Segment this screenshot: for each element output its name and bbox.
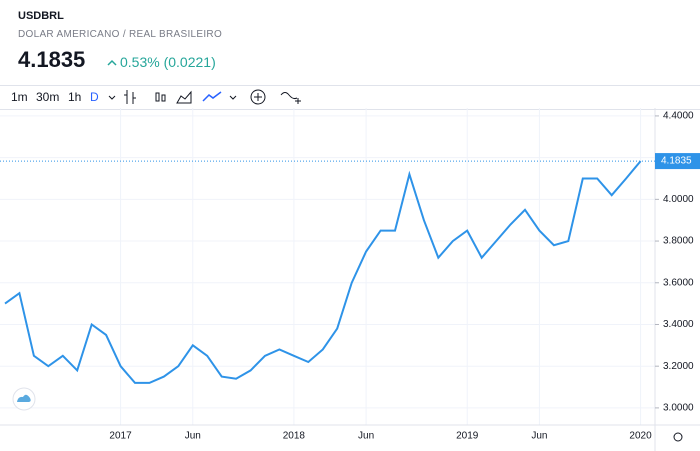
price-line xyxy=(4,160,642,384)
interval-button[interactable]: 1h xyxy=(68,90,82,104)
symbol: USDBRL xyxy=(18,10,64,22)
interval-button[interactable]: 1m xyxy=(11,90,28,104)
last-price: 4.1835 xyxy=(18,47,86,72)
chart: 3.00003.20003.40003.60003.80004.00004.20… xyxy=(0,108,700,451)
interval-button[interactable]: 30m xyxy=(36,90,60,104)
x-tick-label: 2019 xyxy=(456,431,479,442)
y-tick-label: 3.2000 xyxy=(663,361,694,372)
logo-icon xyxy=(17,394,31,402)
change: 0.53% (0.0221) xyxy=(120,54,216,70)
interval-button[interactable]: D xyxy=(90,90,99,104)
toolbar: 1m 30m 1h D xyxy=(0,85,700,110)
last-price-tag xyxy=(655,153,700,170)
y-tick-label: 3.4000 xyxy=(663,319,694,330)
toolbar-icons[interactable] xyxy=(105,86,305,109)
description: DOLAR AMERICANO / REAL BRASILEIRO xyxy=(18,29,223,40)
x-tick-label: Jun xyxy=(185,431,201,442)
last-price-label: 4.1835 xyxy=(661,156,692,167)
y-tick-label: 4.0000 xyxy=(663,194,694,205)
y-tick-label: 3.0000 xyxy=(663,403,694,414)
y-tick-label: 3.8000 xyxy=(663,236,694,247)
x-tick-label: 2017 xyxy=(109,431,132,442)
settings-icon[interactable] xyxy=(673,432,683,442)
x-tick-label: 2018 xyxy=(283,431,306,442)
x-tick-label: Jun xyxy=(358,431,374,442)
y-tick-label: 3.6000 xyxy=(663,277,694,288)
x-tick-label: Jun xyxy=(531,431,547,442)
up-icon xyxy=(107,59,117,66)
x-tick-label: 2020 xyxy=(629,431,652,442)
y-tick-label: 4.4000 xyxy=(663,111,694,122)
